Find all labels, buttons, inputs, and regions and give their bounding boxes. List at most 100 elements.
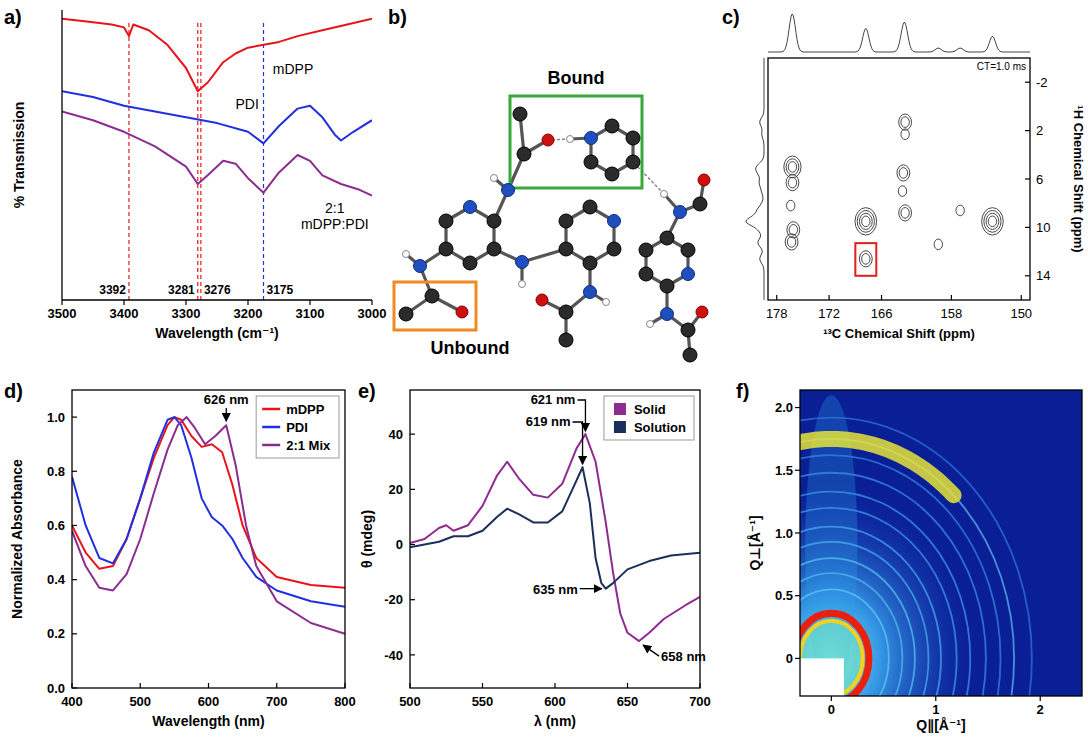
atom [639,267,653,281]
peak [901,129,909,140]
y-tick-label: 1.0 [47,410,65,425]
legend-swatch [614,421,626,433]
peak [899,114,912,130]
atom [661,308,674,321]
contour-level [988,216,996,227]
peak [787,200,795,211]
contour-level [984,210,1001,232]
x-tick [344,683,345,688]
x-tick-label: 600 [544,694,566,709]
plot-frame [768,58,1030,300]
x-tick-label: 158 [941,306,963,321]
peak [956,205,964,216]
atom [517,147,531,161]
note: CT=1.0 ms [977,61,1026,72]
atom [491,175,498,182]
y-tick [72,687,77,688]
scattering-ring [800,573,902,696]
bound-box [510,96,642,188]
peak [982,208,1004,235]
plot-data [72,417,345,634]
atom [605,167,619,181]
scattering-ring [800,473,986,696]
atom [681,323,695,337]
x-tick [1040,696,1041,701]
series-line [72,417,345,634]
x-tick [208,683,209,688]
y-tick-label: 20 [389,482,403,497]
x-tick [71,683,72,688]
plot-data [784,114,1003,267]
x-axis [62,299,372,300]
legend-swatch [262,444,280,447]
legend: mDPPPDI2:1 Mix [256,396,339,458]
y-tick-label: 0.6 [47,518,65,533]
y-tick-label: 1.5 [775,463,793,478]
atom [464,201,477,214]
contour-level [897,165,910,181]
contour-level [899,114,912,130]
legend-label: Solid [634,402,666,417]
x-tick-label: 3300 [172,306,201,321]
annotation: 626 nm [204,392,249,407]
plot-data [410,434,700,641]
y-tick [72,633,77,634]
series-line [62,112,372,196]
x-tick [276,683,277,688]
figure: a)33923281327631753500340033003200310030… [0,0,1088,739]
atom [681,243,695,257]
annotation-arrow [573,422,583,464]
x-tick [409,683,410,688]
bound-label: Bound [548,68,605,88]
peak [785,234,798,250]
y-tick-label: -20 [384,592,403,607]
x-tick [1021,295,1022,300]
contour-level [986,213,999,229]
y-tick [72,525,77,526]
plot-frame [410,390,700,688]
annotation: 635 nm [533,582,578,597]
atom [542,134,554,146]
beam-mask [800,658,844,696]
atom [439,214,453,228]
y-axis-title: % Transmission [11,102,27,209]
x-tick [829,295,830,300]
peak [934,239,942,250]
x-tick [371,300,372,305]
atom [605,119,619,133]
atom [516,256,529,269]
y-tick [72,471,77,472]
y-tick [1025,130,1030,131]
annotation-arrow [577,400,585,431]
scattering-arc [800,439,954,495]
atom [487,214,501,228]
atom [414,260,427,273]
panel-letter: f) [736,380,749,402]
x-tick-label: 400 [61,694,83,709]
annotation: 619 nm [526,414,571,429]
legend-swatch [614,403,626,415]
y-tick-label: 0 [396,537,403,552]
projection [768,14,1030,52]
contour-level [956,205,964,216]
panel-letter: d) [4,380,23,402]
atom [559,242,573,256]
y-tick [795,470,800,471]
x-tick [627,683,628,688]
atom [584,155,598,169]
legend-box [256,396,339,458]
atom [696,306,708,318]
x-tick-label: 700 [689,694,711,709]
scattering-ring [800,439,1014,696]
x-axis-title: ¹³C Chemical Shift (ppm) [823,326,975,341]
x-tick-label: 800 [334,694,356,709]
atom [693,197,707,211]
plot-frame [800,390,1082,696]
y-tick [1025,178,1030,179]
y-tick [795,407,800,408]
x-axis-title: λ (nm) [534,713,576,729]
series-label-line: 2:1 [325,200,345,216]
legend-box [604,396,694,440]
atom [583,256,597,270]
x-tick [776,295,777,300]
